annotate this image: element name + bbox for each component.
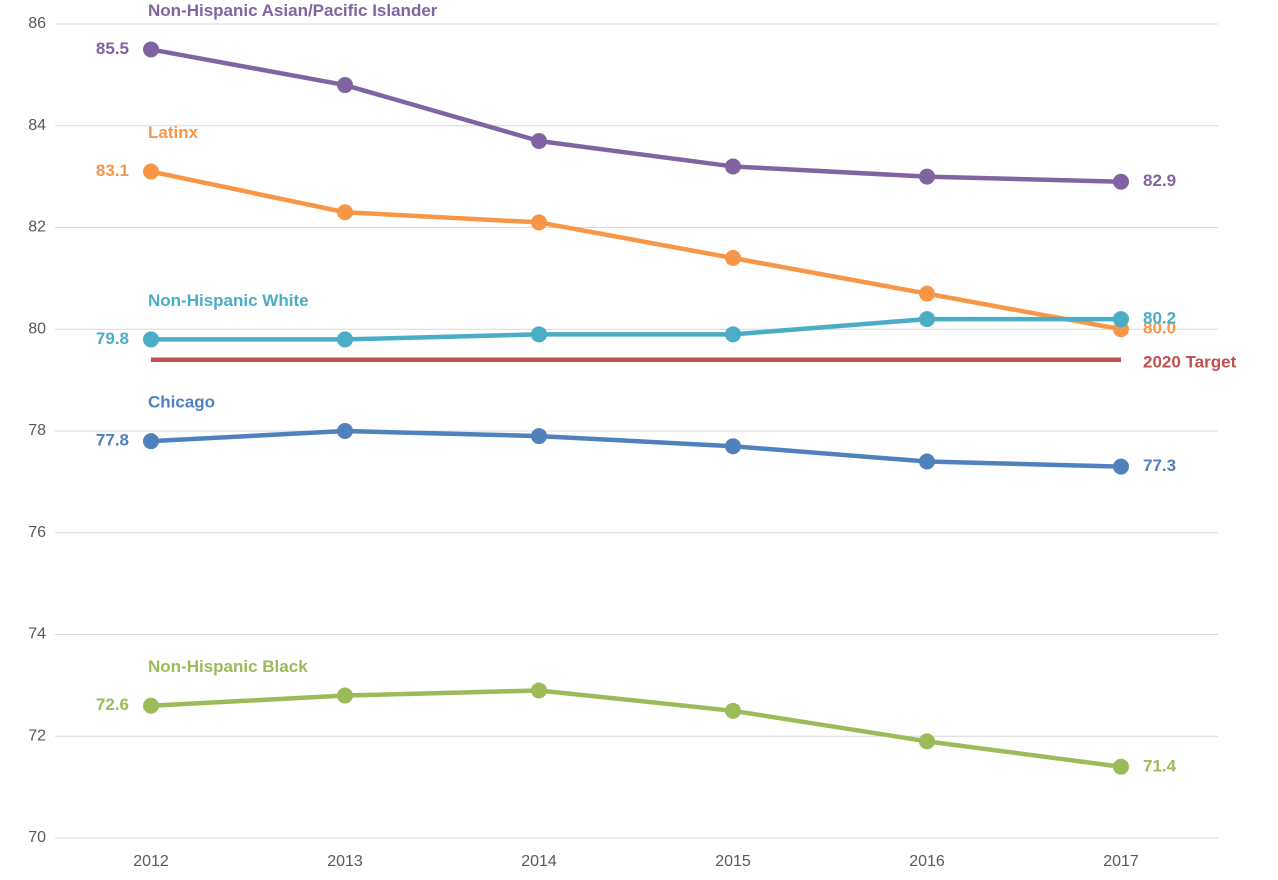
data-label: 71.4: [1143, 756, 1177, 775]
series-name: Non-Hispanic Black: [148, 657, 308, 676]
series-name: Non-Hispanic Asian/Pacific Islander: [148, 1, 438, 20]
data-label: 72.6: [96, 695, 129, 714]
marker: [919, 168, 935, 185]
y-tick-label: 72: [28, 727, 46, 744]
data-label: 77.3: [1143, 456, 1176, 475]
data-label: 80.2: [1143, 309, 1176, 328]
marker: [337, 204, 353, 221]
marker: [531, 682, 547, 699]
y-tick-label: 76: [28, 524, 46, 541]
marker: [337, 77, 353, 94]
x-tick-label: 2016: [909, 853, 945, 870]
series-line: [150, 47, 1122, 184]
data-label: 79.8: [96, 329, 129, 348]
marker: [919, 453, 935, 470]
series-name: Chicago: [148, 393, 215, 412]
marker: [531, 326, 547, 343]
data-label: 82.9: [1143, 171, 1176, 190]
marker: [919, 733, 935, 750]
series-name: Latinx: [148, 123, 199, 142]
y-tick-label: 82: [28, 219, 46, 236]
series-line: [150, 688, 1122, 770]
data-label: 83.1: [96, 161, 129, 180]
x-tick-label: 2013: [327, 853, 363, 870]
marker: [1113, 173, 1129, 190]
x-tick-label: 2017: [1103, 853, 1139, 870]
marker: [143, 41, 159, 58]
data-label: 77.8: [96, 431, 129, 450]
series-line: [151, 316, 1121, 342]
marker: [531, 428, 547, 445]
marker: [725, 438, 741, 455]
marker: [725, 326, 741, 343]
data-label: 80.0: [1143, 319, 1176, 338]
marker: [337, 423, 353, 439]
y-tick-label: 78: [28, 422, 46, 439]
marker: [725, 158, 741, 175]
marker: [1113, 458, 1129, 475]
marker: [337, 687, 353, 704]
series-line: [150, 428, 1122, 469]
marker: [919, 285, 935, 302]
marker: [337, 331, 353, 348]
marker: [531, 133, 547, 150]
data-label: 85.5: [96, 39, 129, 58]
series-name: 2020 Target: [1143, 352, 1237, 371]
x-tick-label: 2014: [521, 853, 557, 870]
marker: [1113, 758, 1129, 775]
marker: [531, 214, 547, 231]
y-tick-label: 86: [28, 15, 46, 32]
y-tick-label: 70: [28, 829, 46, 846]
marker: [143, 697, 159, 714]
marker: [143, 433, 159, 450]
series-line: [150, 169, 1122, 332]
marker: [143, 331, 159, 348]
y-tick-label: 84: [28, 117, 46, 134]
marker: [725, 250, 741, 267]
marker: [143, 163, 159, 180]
marker: [919, 311, 935, 328]
y-tick-label: 80: [28, 320, 46, 337]
series-name: Non-Hispanic White: [148, 291, 309, 310]
marker: [725, 702, 741, 719]
x-tick-label: 2012: [133, 853, 169, 870]
x-tick-label: 2015: [715, 853, 751, 870]
marker: [1113, 311, 1129, 328]
y-tick-label: 74: [28, 626, 46, 643]
